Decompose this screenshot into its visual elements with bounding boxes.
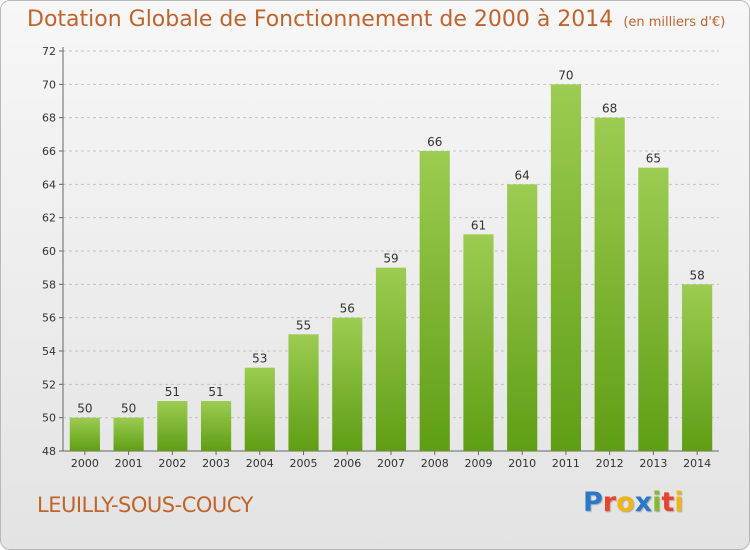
bar: [244, 367, 275, 451]
data-label: 64: [515, 168, 530, 182]
y-tick-label: 66: [42, 145, 56, 158]
data-label: 61: [471, 218, 486, 232]
labels: 50 2000 50 2001 51 2002 51 2003 53 2004 55 2005 56 20…: [71, 68, 711, 470]
bar: [375, 267, 407, 451]
data-label: 50: [77, 402, 92, 416]
logo-letter: x: [634, 487, 653, 518]
x-tick-label: 2004: [246, 457, 274, 470]
x-tick-label: 2005: [290, 457, 318, 470]
x-tick-label: 2001: [115, 457, 143, 470]
data-label: 70: [558, 68, 573, 82]
logo-letter: P: [583, 487, 603, 518]
chart-title: Dotation Globale de Fonctionnement de 20…: [27, 7, 725, 32]
bar: [638, 167, 669, 451]
data-label: 50: [121, 402, 136, 416]
y-tick-label: 54: [42, 345, 56, 358]
data-label: 58: [689, 268, 704, 282]
data-label: 59: [383, 252, 398, 266]
bar: [69, 417, 100, 451]
y-tick-label: 52: [42, 378, 56, 391]
x-tick-label: 2007: [377, 457, 405, 470]
logo-letter: i: [652, 487, 662, 518]
x-tick-label: 2013: [639, 457, 667, 470]
bar: [113, 417, 144, 451]
y-tick-label: 50: [42, 412, 56, 425]
y-tick-label: 68: [42, 112, 56, 125]
y-tick-label: 60: [42, 245, 56, 258]
logo-letter: i: [674, 487, 684, 518]
data-label: 56: [340, 302, 355, 316]
commune-name: LEUILLY-SOUS-COUCY: [37, 493, 253, 517]
bar: [594, 117, 625, 452]
bar: [288, 334, 319, 451]
data-label: 55: [296, 318, 311, 332]
title-text: Dotation Globale de Fonctionnement de 20…: [27, 7, 614, 32]
proxiti-logo: Proxiti: [583, 487, 684, 518]
x-tick-label: 2014: [683, 457, 711, 470]
bar: [682, 284, 713, 451]
data-label: 68: [602, 102, 617, 116]
data-label: 66: [427, 135, 442, 149]
logo-letter: o: [616, 487, 635, 518]
x-tick-label: 2008: [421, 457, 449, 470]
data-label: 53: [252, 352, 267, 366]
y-tick-label: 70: [42, 78, 56, 91]
y-tick-label: 72: [42, 45, 56, 58]
x-tick-label: 2012: [596, 457, 624, 470]
x-tick-label: 2011: [552, 457, 580, 470]
bar: [200, 401, 232, 451]
bar: [419, 151, 450, 451]
bar: [332, 317, 363, 451]
bars: [69, 84, 713, 452]
y-tick-label: 64: [42, 178, 56, 191]
bar: [157, 401, 188, 451]
x-tick-label: 2009: [464, 457, 492, 470]
data-label: 51: [208, 385, 223, 399]
y-tick-label: 56: [42, 312, 56, 325]
chart-subtitle: (en milliers d'€): [623, 15, 726, 30]
x-tick-label: 2002: [158, 457, 186, 470]
data-label: 51: [165, 385, 180, 399]
y-tick-label: 58: [42, 278, 56, 291]
bar: [550, 84, 582, 451]
data-label: 65: [646, 152, 661, 166]
bar: [463, 234, 494, 451]
x-tick-label: 2003: [202, 457, 230, 470]
x-tick-label: 2006: [333, 457, 361, 470]
y-tick-label: 48: [42, 445, 56, 458]
bar: [507, 184, 538, 452]
x-tick-label: 2000: [71, 457, 99, 470]
logo-letter: r: [602, 487, 617, 518]
logo-letter: t: [661, 487, 675, 518]
x-tick-label: 2010: [508, 457, 536, 470]
y-tick-label: 62: [42, 212, 56, 225]
